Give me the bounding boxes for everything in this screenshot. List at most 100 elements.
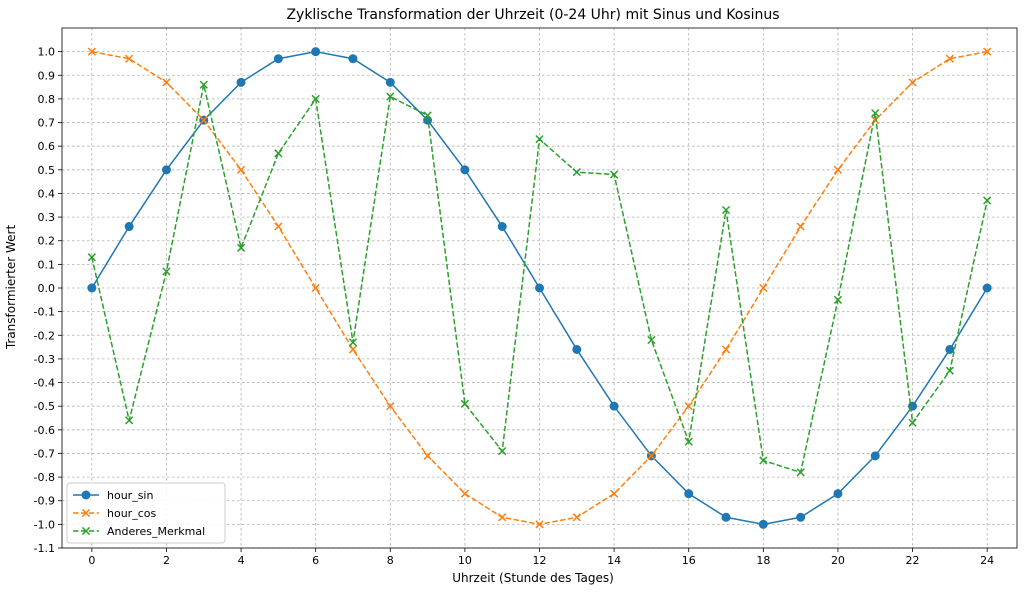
x-axis: 0 2 4 6 8 10 12 14 16 18 20 22 24	[88, 548, 994, 567]
y-tick-label: 0.7	[38, 117, 56, 130]
marker-stroke	[162, 267, 171, 276]
data-point-anderes-merkmal	[945, 366, 954, 375]
y-tick-label: -0.2	[34, 329, 55, 342]
marker-stroke	[423, 451, 432, 460]
y-tick-label: 0.8	[38, 93, 56, 106]
data-point-anderes-merkmal	[647, 335, 656, 345]
legend-label: hour_cos	[107, 507, 156, 520]
y-tick-label: 0.4	[38, 187, 56, 200]
marker-stroke	[274, 149, 283, 158]
marker-stroke	[460, 399, 470, 408]
series-hour-sin	[87, 47, 992, 529]
x-tick-label: 20	[831, 554, 845, 567]
data-point-hour-cos	[535, 520, 544, 529]
legend-marker	[81, 490, 91, 500]
y-tick-label: -0.8	[34, 471, 55, 484]
data-point-hour-sin	[460, 165, 470, 175]
legend-item-hour-sin: hour_sin	[73, 489, 153, 502]
marker-stroke	[460, 489, 470, 498]
y-tick-label: 0.6	[38, 140, 56, 153]
marker-stroke	[833, 165, 843, 174]
x-tick-label: 6	[312, 554, 319, 567]
data-point-anderes-merkmal	[460, 399, 470, 408]
data-point-anderes-merkmal	[833, 295, 843, 304]
marker-stroke	[647, 335, 656, 345]
legend-marker	[81, 508, 91, 518]
data-point-hour-cos	[796, 222, 805, 231]
data-point-anderes-merkmal	[572, 168, 581, 177]
data-point-hour-cos	[125, 54, 134, 63]
legend-label: hour_sin	[107, 489, 153, 502]
data-point-hour-cos	[199, 116, 208, 125]
marker-stroke	[572, 168, 581, 177]
x-tick-label: 16	[682, 554, 696, 567]
data-point-anderes-merkmal	[125, 416, 134, 425]
legend-label: Anderes_Merkmal	[107, 525, 205, 538]
data-point-hour-sin	[982, 283, 992, 293]
series-anderes-merkmal	[87, 80, 992, 477]
marker-stroke	[87, 47, 96, 56]
x-tick-label: 4	[238, 554, 245, 567]
marker-stroke	[908, 78, 917, 87]
y-tick-label: -0.5	[34, 400, 55, 413]
data-point-hour-sin	[273, 54, 283, 64]
legend-marker	[81, 526, 91, 536]
x-tick-label: 14	[607, 554, 621, 567]
data-point-hour-sin	[535, 283, 544, 293]
marker-stroke	[236, 165, 246, 174]
data-point-hour-sin	[497, 222, 507, 232]
chart-title: Zyklische Transformation der Uhrzeit (0-…	[286, 7, 779, 23]
x-tick-label: 12	[533, 554, 547, 567]
marker-stroke	[199, 80, 208, 89]
data-point-anderes-merkmal	[236, 243, 246, 252]
data-point-hour-cos	[572, 513, 581, 522]
y-tick-label: 0.2	[38, 235, 56, 248]
y-tick-label: -0.3	[34, 353, 55, 366]
data-point-anderes-merkmal	[535, 134, 544, 144]
y-tick-label: 0.1	[38, 258, 56, 271]
marker-stroke	[125, 54, 134, 63]
data-point-hour-cos	[983, 47, 992, 56]
data-point-hour-cos	[609, 489, 619, 498]
marker-stroke	[945, 366, 954, 375]
data-point-anderes-merkmal	[87, 253, 96, 262]
data-point-anderes-merkmal	[609, 170, 619, 179]
data-point-hour-sin	[87, 283, 97, 293]
data-point-anderes-merkmal	[274, 149, 283, 158]
data-point-hour-sin	[758, 519, 768, 529]
data-point-hour-sin	[945, 344, 955, 354]
x-tick-label: 10	[458, 554, 472, 567]
marker-stroke	[81, 526, 91, 536]
y-tick-label: -1.1	[34, 542, 55, 555]
marker-stroke	[348, 338, 358, 347]
series-hour-cos	[87, 47, 992, 529]
x-tick-label: 24	[980, 554, 994, 567]
marker-stroke	[721, 345, 731, 354]
marker-stroke	[759, 283, 768, 293]
data-point-hour-cos	[647, 451, 656, 460]
y-axis: -1.1 -1.0 -0.9 -0.8 -0.7 -0.6 -0.5 -0.4 -0.3 -0.2…	[34, 46, 62, 555]
data-point-hour-cos	[236, 165, 246, 174]
y-tick-label: 0.5	[38, 164, 56, 177]
data-point-hour-cos	[87, 47, 96, 56]
grid	[62, 28, 1017, 549]
y-tick-label: 0.9	[38, 69, 56, 82]
y-tick-label: -0.7	[34, 447, 55, 460]
marker-stroke	[311, 94, 320, 104]
data-point-hour-cos	[833, 165, 843, 174]
x-tick-label: 18	[756, 554, 770, 567]
legend-box	[66, 482, 226, 544]
marker-stroke	[386, 92, 395, 101]
marker-stroke	[81, 508, 91, 518]
y-tick-label: -0.4	[34, 377, 55, 390]
data-point-anderes-merkmal	[796, 468, 805, 477]
data-point-anderes-merkmal	[684, 437, 693, 446]
marker-stroke	[199, 116, 208, 125]
data-point-anderes-merkmal	[498, 446, 507, 456]
marker-stroke	[423, 111, 432, 120]
data-point-anderes-merkmal	[348, 338, 358, 347]
data-point-hour-cos	[908, 78, 917, 87]
data-point-anderes-merkmal	[311, 94, 320, 104]
marker-stroke	[796, 468, 805, 477]
